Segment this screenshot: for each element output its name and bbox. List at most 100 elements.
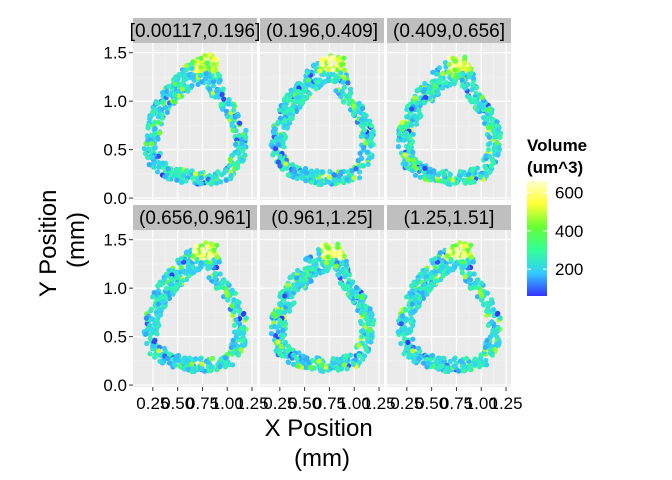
data-point (278, 343, 284, 349)
data-point (157, 306, 163, 312)
data-point (162, 104, 168, 111)
data-point (199, 79, 205, 85)
data-point (288, 274, 294, 280)
data-point (368, 123, 374, 129)
data-point (479, 94, 485, 100)
data-point (239, 157, 245, 163)
data-point (408, 319, 414, 326)
data-point (229, 287, 235, 293)
data-point (485, 322, 491, 328)
data-point (408, 121, 414, 127)
data-point (420, 291, 426, 297)
data-point (445, 247, 451, 253)
data-point (361, 144, 367, 150)
data-point (489, 157, 495, 163)
data-point (166, 291, 172, 297)
data-point (289, 294, 295, 300)
data-point (200, 246, 206, 253)
data-point (150, 109, 156, 115)
data-point (411, 352, 417, 358)
data-point (231, 322, 237, 328)
data-point (198, 64, 204, 70)
data-point (301, 271, 307, 277)
data-point (205, 60, 211, 66)
data-point (409, 106, 415, 112)
data-point (318, 368, 324, 374)
legend-colorbar (527, 181, 547, 296)
data-point (300, 97, 306, 103)
data-point (164, 88, 170, 94)
data-point (470, 81, 476, 87)
data-point (290, 352, 296, 358)
facet-strip-label: (1.25,1.51] (404, 208, 495, 229)
data-point (356, 352, 362, 358)
data-point (494, 328, 500, 334)
data-point (490, 327, 496, 333)
data-point (340, 98, 347, 104)
data-point (208, 364, 214, 370)
y-tick-label: 0.0 (103, 376, 127, 395)
data-point (281, 110, 287, 116)
data-point (157, 106, 163, 112)
data-point (166, 83, 172, 89)
x-axis-title: X Position (mm) (265, 415, 380, 472)
data-point (154, 100, 160, 106)
data-point (212, 94, 219, 100)
data-point (356, 303, 362, 309)
data-point (307, 91, 313, 97)
data-point (417, 174, 423, 180)
data-point (342, 274, 348, 280)
data-point (347, 352, 353, 358)
data-point (275, 121, 281, 127)
data-point (182, 270, 188, 276)
data-point (357, 150, 363, 156)
data-point (343, 353, 349, 359)
data-point (396, 131, 402, 137)
data-points (395, 54, 504, 187)
data-point (405, 103, 411, 109)
data-point (176, 260, 182, 266)
data-point (339, 261, 345, 267)
data-point (173, 269, 179, 275)
data-point (479, 297, 485, 303)
data-point (483, 357, 489, 364)
data-point (407, 290, 413, 296)
data-point (367, 306, 373, 312)
data-point (241, 330, 247, 336)
data-point (193, 356, 199, 362)
data-point (410, 157, 416, 163)
data-point (233, 334, 239, 340)
data-point (364, 335, 371, 341)
data-point (199, 253, 205, 259)
data-point (299, 168, 306, 175)
data-point (457, 358, 463, 364)
data-point (286, 97, 292, 103)
data-point (332, 172, 338, 178)
data-point (174, 177, 180, 183)
data-point (361, 111, 367, 118)
data-point (484, 290, 491, 296)
data-point (227, 156, 233, 162)
data-point (217, 364, 223, 370)
data-point (168, 276, 174, 282)
legend-title-line-2: (um^3) (527, 158, 583, 177)
data-point (333, 73, 339, 79)
data-point (285, 301, 291, 307)
data-point (206, 65, 212, 71)
data-point (243, 315, 249, 321)
data-point (216, 259, 222, 265)
data-point (368, 332, 374, 338)
data-point (412, 172, 419, 178)
data-point (341, 84, 348, 90)
data-point (333, 88, 339, 94)
data-point (480, 104, 486, 110)
data-point (233, 141, 239, 147)
x-tick-label: 0.50 (161, 394, 194, 413)
data-point (344, 366, 350, 372)
data-point (412, 308, 418, 314)
data-point (213, 285, 220, 291)
data-point (160, 298, 166, 305)
data-point (487, 350, 494, 356)
y-axis-title-line-1: Y Position (35, 190, 62, 298)
data-point (190, 253, 196, 259)
